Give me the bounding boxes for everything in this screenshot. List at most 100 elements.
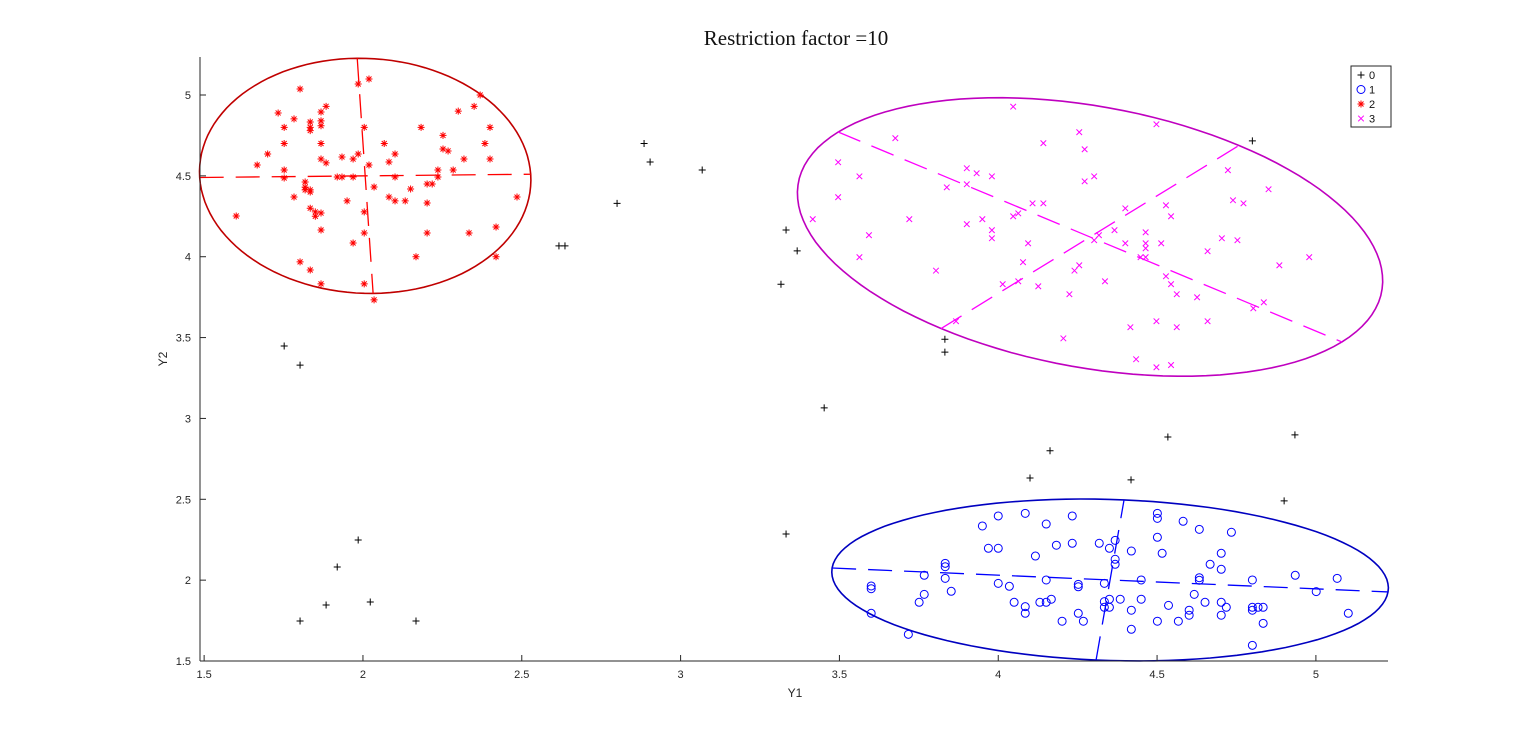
data-point — [1126, 546, 1136, 556]
ellipse-axis-major-group-3 — [837, 131, 1343, 343]
data-point — [354, 536, 362, 544]
data-point — [1152, 616, 1162, 626]
y-tick-label: 2 — [185, 575, 191, 587]
data-point — [963, 181, 970, 188]
x-tick-label: 1.5 — [196, 669, 211, 681]
data-point — [391, 173, 399, 181]
data-point — [1020, 508, 1030, 518]
data-point — [834, 159, 842, 166]
data-point — [1205, 559, 1215, 569]
data-point — [317, 140, 325, 148]
data-point — [365, 161, 373, 169]
data-point — [1218, 235, 1226, 242]
data-point — [317, 280, 325, 288]
data-point — [492, 253, 500, 261]
data-point — [1029, 200, 1036, 207]
data-point — [782, 530, 790, 538]
data-point — [1216, 564, 1226, 574]
data-point — [963, 221, 970, 228]
data-point — [354, 150, 362, 158]
data-point — [306, 188, 314, 196]
data-point — [317, 108, 325, 116]
data-point — [338, 153, 346, 161]
data-point — [932, 267, 940, 274]
data-point — [919, 570, 929, 580]
data-point — [1173, 324, 1180, 331]
data-point — [1091, 173, 1098, 180]
data-point — [1258, 602, 1268, 612]
data-point — [1004, 581, 1014, 591]
data-point — [809, 216, 816, 223]
data-point — [1122, 205, 1129, 212]
data-point — [301, 183, 309, 191]
data-point — [296, 85, 304, 93]
data-point — [1020, 602, 1030, 612]
data-point — [1071, 267, 1078, 274]
data-point — [1276, 262, 1283, 269]
data-point — [1081, 178, 1088, 185]
data-point — [322, 159, 330, 167]
legend-marker-0 — [1357, 71, 1365, 79]
data-point — [253, 161, 261, 169]
data-point — [301, 178, 309, 186]
data-point — [1173, 291, 1180, 298]
data-point — [401, 197, 409, 205]
data-point — [492, 223, 500, 231]
data-point — [1173, 616, 1183, 626]
data-point — [1260, 299, 1267, 306]
data-point — [1132, 356, 1140, 363]
data-point — [856, 173, 863, 180]
data-point — [1015, 278, 1022, 285]
data-point — [1076, 129, 1083, 136]
data-point — [1104, 602, 1114, 612]
data-point — [1343, 608, 1353, 618]
data-point — [940, 562, 950, 572]
data-point — [349, 173, 357, 181]
data-point — [1081, 146, 1088, 153]
data-point — [1265, 186, 1272, 193]
data-point — [1157, 548, 1167, 558]
data-point — [1046, 594, 1056, 604]
legend-label-1: 1 — [1369, 85, 1375, 97]
data-point — [1153, 364, 1160, 371]
data-point — [1226, 527, 1236, 537]
data-point — [1067, 511, 1077, 521]
data-point — [1247, 640, 1257, 650]
data-point — [317, 117, 325, 125]
data-point — [973, 170, 980, 177]
data-point — [777, 280, 785, 288]
data-point — [1110, 559, 1120, 569]
data-point — [423, 229, 431, 237]
data-point — [1221, 602, 1231, 612]
data-point — [993, 543, 1003, 553]
x-tick-label: 3.5 — [832, 669, 847, 681]
legend-box — [1350, 65, 1392, 128]
data-point — [290, 115, 298, 123]
y-tick-label: 4 — [185, 252, 191, 264]
data-point — [481, 140, 489, 148]
data-point — [940, 558, 950, 568]
data-point — [407, 185, 415, 193]
data-point — [903, 629, 913, 639]
data-point — [1306, 254, 1313, 261]
legend-marker-2 — [1357, 100, 1365, 108]
data-point — [1142, 240, 1149, 247]
data-point — [1073, 579, 1083, 589]
data-point — [428, 180, 436, 188]
data-point — [1099, 597, 1109, 607]
data-point — [1095, 232, 1103, 239]
data-point — [646, 158, 654, 166]
data-point — [640, 140, 648, 148]
data-point — [1193, 294, 1201, 301]
data-point — [333, 563, 341, 571]
data-point — [1290, 570, 1300, 580]
data-point — [1057, 616, 1067, 626]
data-point — [698, 166, 706, 174]
data-point — [1111, 227, 1118, 234]
data-point — [439, 131, 447, 139]
data-point — [1247, 575, 1257, 585]
data-point — [941, 335, 949, 343]
data-point — [1110, 535, 1120, 545]
data-point — [1240, 200, 1247, 207]
